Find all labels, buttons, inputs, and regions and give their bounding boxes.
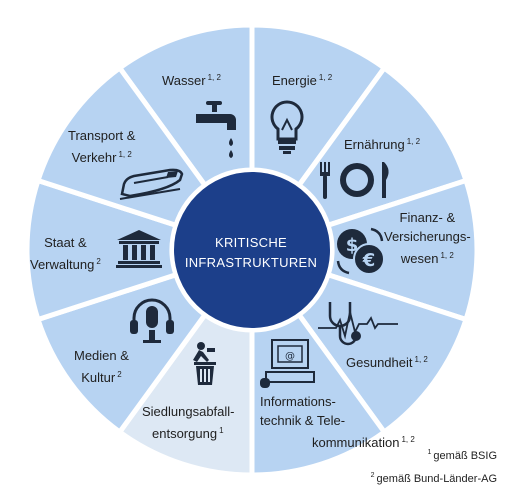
sector-label-energie: Energie 1, 2: [272, 73, 333, 88]
svg-text:$: $: [346, 235, 359, 256]
center-title-line-1: KRITISCHE: [214, 235, 288, 250]
microphone-headphones-icon: [130, 298, 174, 343]
stethoscope-icon: [318, 302, 398, 346]
plate-cutlery-icon: [320, 162, 389, 199]
sector-label-wasser: Wasser 1, 2: [162, 73, 221, 88]
center-title-line-2: INFRASTRUKTUREN: [184, 255, 318, 270]
computer-email-icon: @: [260, 339, 315, 388]
faucet-icon: [196, 101, 236, 158]
sector-label-finanz: Finanz- & Versicherungs- wesen 1, 2: [384, 210, 471, 266]
sector-label-transport: Transport & Verkehr 1, 2: [68, 128, 136, 165]
sector-label-it: Informations- technik & Tele- kommunikat…: [260, 394, 415, 450]
svg-text:@: @: [285, 351, 295, 362]
trash-bin-icon: [193, 342, 216, 385]
sector-label-gesundheit: Gesundheit 1, 2: [346, 355, 428, 370]
sector-label-medien: Medien & Kultur 2: [74, 348, 129, 385]
footnote-2: 2 gemäß Bund-Länder-AG: [370, 472, 497, 485]
sector-label-staat: Staat & Verwaltung 2: [30, 235, 101, 272]
sector-label-ernaehrung: Ernährung 1, 2: [344, 137, 421, 152]
center-title: KRITISCHE INFRASTRUKTUREN: [176, 233, 326, 273]
svg-text:€: €: [362, 250, 376, 271]
center-circle: [170, 168, 334, 332]
government-building-icon: [116, 230, 162, 268]
lightbulb-icon: [270, 100, 304, 154]
footnotes: 1 gemäß BSIG 2 gemäß Bund-Länder-AG: [371, 443, 497, 489]
footnote-1: 1 gemäß BSIG: [427, 449, 497, 462]
train-icon: [119, 168, 184, 200]
currency-exchange-icon: $ €: [336, 227, 385, 275]
sector-label-siedlung: Siedlungsabfall- entsorgung 1: [142, 404, 235, 441]
